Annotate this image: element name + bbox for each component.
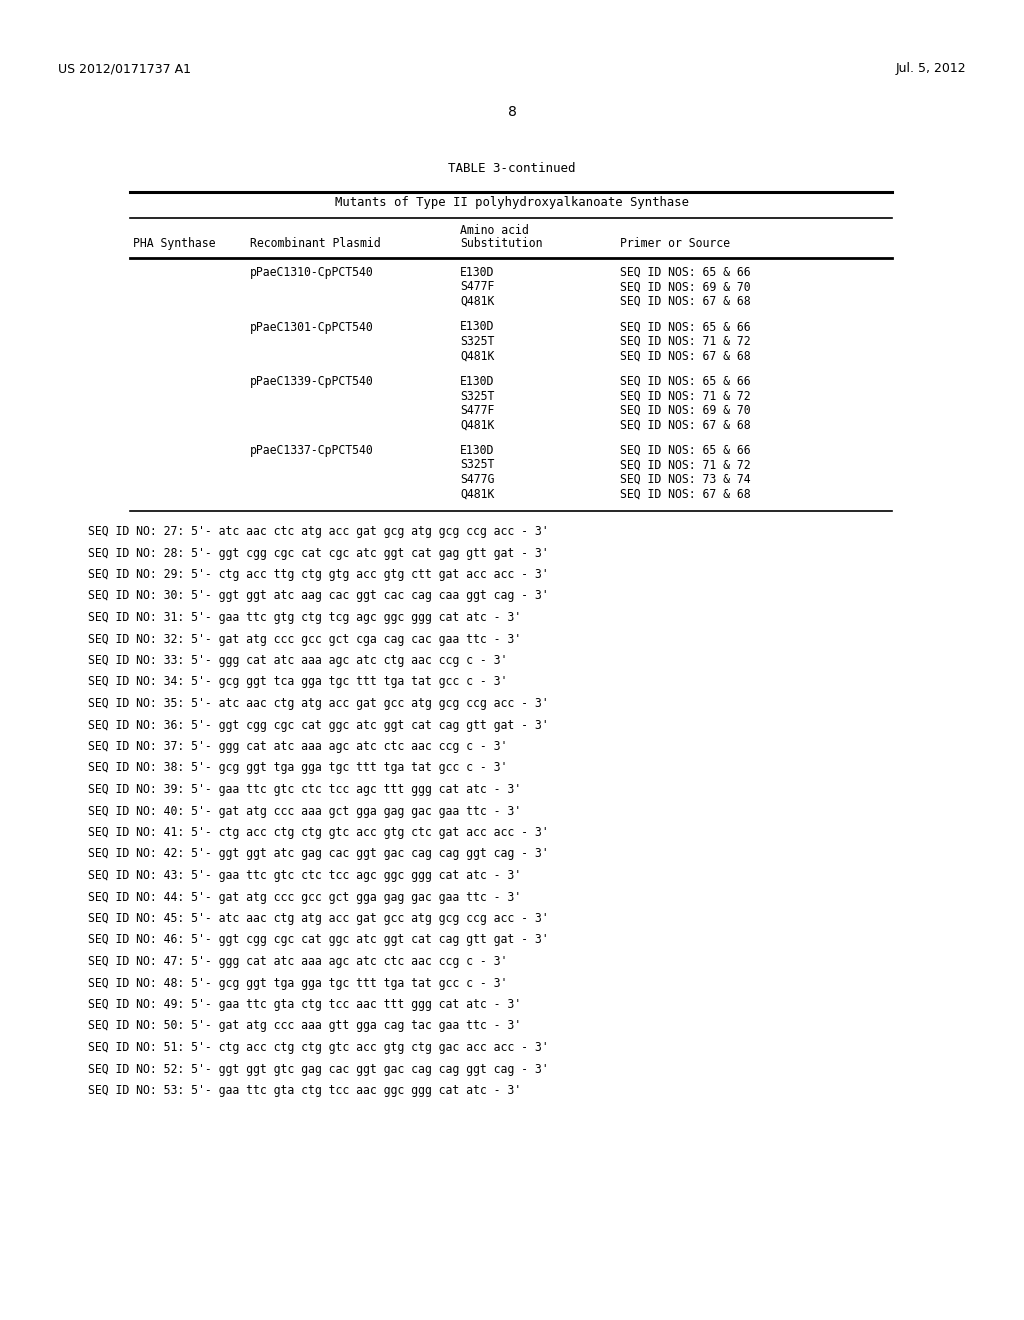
Text: SEQ ID NOS: 67 & 68: SEQ ID NOS: 67 & 68 — [620, 418, 751, 432]
Text: SEQ ID NO: 28: 5'- ggt cgg cgc cat cgc atc ggt cat gag gtt gat - 3': SEQ ID NO: 28: 5'- ggt cgg cgc cat cgc a… — [88, 546, 549, 560]
Text: SEQ ID NO: 33: 5'- ggg cat atc aaa agc atc ctg aac ccg c - 3': SEQ ID NO: 33: 5'- ggg cat atc aaa agc a… — [88, 653, 507, 667]
Text: E130D: E130D — [460, 267, 495, 279]
Text: SEQ ID NO: 31: 5'- gaa ttc gtg ctg tcg agc ggc ggg cat atc - 3': SEQ ID NO: 31: 5'- gaa ttc gtg ctg tcg a… — [88, 611, 521, 624]
Text: pPaeC1310-CpPCT540: pPaeC1310-CpPCT540 — [250, 267, 374, 279]
Text: SEQ ID NOS: 71 & 72: SEQ ID NOS: 71 & 72 — [620, 389, 751, 403]
Text: SEQ ID NOS: 65 & 66: SEQ ID NOS: 65 & 66 — [620, 321, 751, 334]
Text: SEQ ID NO: 39: 5'- gaa ttc gtc ctc tcc agc ttt ggg cat atc - 3': SEQ ID NO: 39: 5'- gaa ttc gtc ctc tcc a… — [88, 783, 521, 796]
Text: SEQ ID NO: 27: 5'- atc aac ctc atg acc gat gcg atg gcg ccg acc - 3': SEQ ID NO: 27: 5'- atc aac ctc atg acc g… — [88, 525, 549, 539]
Text: SEQ ID NO: 51: 5'- ctg acc ctg ctg gtc acc gtg ctg gac acc acc - 3': SEQ ID NO: 51: 5'- ctg acc ctg ctg gtc a… — [88, 1041, 549, 1053]
Text: E130D: E130D — [460, 321, 495, 334]
Text: Q481K: Q481K — [460, 294, 495, 308]
Text: pPaeC1301-CpPCT540: pPaeC1301-CpPCT540 — [250, 321, 374, 334]
Text: SEQ ID NO: 32: 5'- gat atg ccc gcc gct cga cag cac gaa ttc - 3': SEQ ID NO: 32: 5'- gat atg ccc gcc gct c… — [88, 632, 521, 645]
Text: SEQ ID NO: 48: 5'- gcg ggt tga gga tgc ttt tga tat gcc c - 3': SEQ ID NO: 48: 5'- gcg ggt tga gga tgc t… — [88, 977, 507, 990]
Text: 8: 8 — [508, 106, 516, 119]
Text: SEQ ID NOS: 71 & 72: SEQ ID NOS: 71 & 72 — [620, 458, 751, 471]
Text: E130D: E130D — [460, 375, 495, 388]
Text: SEQ ID NO: 45: 5'- atc aac ctg atg acc gat gcc atg gcg ccg acc - 3': SEQ ID NO: 45: 5'- atc aac ctg atg acc g… — [88, 912, 549, 925]
Text: pPaeC1339-CpPCT540: pPaeC1339-CpPCT540 — [250, 375, 374, 388]
Text: Q481K: Q481K — [460, 418, 495, 432]
Text: Substitution: Substitution — [460, 238, 543, 249]
Text: SEQ ID NO: 29: 5'- ctg acc ttg ctg gtg acc gtg ctt gat acc acc - 3': SEQ ID NO: 29: 5'- ctg acc ttg ctg gtg a… — [88, 568, 549, 581]
Text: S325T: S325T — [460, 335, 495, 348]
Text: S325T: S325T — [460, 458, 495, 471]
Text: SEQ ID NOS: 67 & 68: SEQ ID NOS: 67 & 68 — [620, 350, 751, 363]
Text: E130D: E130D — [460, 444, 495, 457]
Text: SEQ ID NO: 42: 5'- ggt ggt atc gag cac ggt gac cag cag ggt cag - 3': SEQ ID NO: 42: 5'- ggt ggt atc gag cac g… — [88, 847, 549, 861]
Text: Primer or Source: Primer or Source — [620, 238, 730, 249]
Text: SEQ ID NO: 47: 5'- ggg cat atc aaa agc atc ctc aac ccg c - 3': SEQ ID NO: 47: 5'- ggg cat atc aaa agc a… — [88, 954, 507, 968]
Text: Jul. 5, 2012: Jul. 5, 2012 — [895, 62, 966, 75]
Text: SEQ ID NOS: 65 & 66: SEQ ID NOS: 65 & 66 — [620, 375, 751, 388]
Text: PHA Synthase: PHA Synthase — [133, 238, 215, 249]
Text: US 2012/0171737 A1: US 2012/0171737 A1 — [58, 62, 191, 75]
Text: SEQ ID NO: 41: 5'- ctg acc ctg ctg gtc acc gtg ctc gat acc acc - 3': SEQ ID NO: 41: 5'- ctg acc ctg ctg gtc a… — [88, 826, 549, 840]
Text: SEQ ID NO: 53: 5'- gaa ttc gta ctg tcc aac ggc ggg cat atc - 3': SEQ ID NO: 53: 5'- gaa ttc gta ctg tcc a… — [88, 1084, 521, 1097]
Text: Recombinant Plasmid: Recombinant Plasmid — [250, 238, 381, 249]
Text: SEQ ID NO: 46: 5'- ggt cgg cgc cat ggc atc ggt cat cag gtt gat - 3': SEQ ID NO: 46: 5'- ggt cgg cgc cat ggc a… — [88, 933, 549, 946]
Text: SEQ ID NO: 36: 5'- ggt cgg cgc cat ggc atc ggt cat cag gtt gat - 3': SEQ ID NO: 36: 5'- ggt cgg cgc cat ggc a… — [88, 718, 549, 731]
Text: TABLE 3-continued: TABLE 3-continued — [449, 162, 575, 176]
Text: SEQ ID NO: 44: 5'- gat atg ccc gcc gct gga gag gac gaa ttc - 3': SEQ ID NO: 44: 5'- gat atg ccc gcc gct g… — [88, 891, 521, 903]
Text: SEQ ID NOS: 69 & 70: SEQ ID NOS: 69 & 70 — [620, 404, 751, 417]
Text: SEQ ID NO: 38: 5'- gcg ggt tga gga tgc ttt tga tat gcc c - 3': SEQ ID NO: 38: 5'- gcg ggt tga gga tgc t… — [88, 762, 507, 775]
Text: SEQ ID NO: 52: 5'- ggt ggt gtc gag cac ggt gac cag cag ggt cag - 3': SEQ ID NO: 52: 5'- ggt ggt gtc gag cac g… — [88, 1063, 549, 1076]
Text: Q481K: Q481K — [460, 487, 495, 500]
Text: Mutants of Type II polyhydroxyalkanoate Synthase: Mutants of Type II polyhydroxyalkanoate … — [335, 195, 689, 209]
Text: Amino acid: Amino acid — [460, 224, 528, 238]
Text: S477F: S477F — [460, 281, 495, 293]
Text: S325T: S325T — [460, 389, 495, 403]
Text: SEQ ID NOS: 69 & 70: SEQ ID NOS: 69 & 70 — [620, 281, 751, 293]
Text: S477G: S477G — [460, 473, 495, 486]
Text: pPaeC1337-CpPCT540: pPaeC1337-CpPCT540 — [250, 444, 374, 457]
Text: SEQ ID NO: 37: 5'- ggg cat atc aaa agc atc ctc aac ccg c - 3': SEQ ID NO: 37: 5'- ggg cat atc aaa agc a… — [88, 741, 507, 752]
Text: SEQ ID NOS: 67 & 68: SEQ ID NOS: 67 & 68 — [620, 487, 751, 500]
Text: SEQ ID NO: 50: 5'- gat atg ccc aaa gtt gga cag tac gaa ttc - 3': SEQ ID NO: 50: 5'- gat atg ccc aaa gtt g… — [88, 1019, 521, 1032]
Text: Q481K: Q481K — [460, 350, 495, 363]
Text: SEQ ID NOS: 65 & 66: SEQ ID NOS: 65 & 66 — [620, 267, 751, 279]
Text: SEQ ID NOS: 67 & 68: SEQ ID NOS: 67 & 68 — [620, 294, 751, 308]
Text: SEQ ID NO: 35: 5'- atc aac ctg atg acc gat gcc atg gcg ccg acc - 3': SEQ ID NO: 35: 5'- atc aac ctg atg acc g… — [88, 697, 549, 710]
Text: SEQ ID NOS: 73 & 74: SEQ ID NOS: 73 & 74 — [620, 473, 751, 486]
Text: SEQ ID NO: 30: 5'- ggt ggt atc aag cac ggt cac cag caa ggt cag - 3': SEQ ID NO: 30: 5'- ggt ggt atc aag cac g… — [88, 590, 549, 602]
Text: SEQ ID NOS: 65 & 66: SEQ ID NOS: 65 & 66 — [620, 444, 751, 457]
Text: SEQ ID NO: 34: 5'- gcg ggt tca gga tgc ttt tga tat gcc c - 3': SEQ ID NO: 34: 5'- gcg ggt tca gga tgc t… — [88, 676, 507, 689]
Text: SEQ ID NO: 40: 5'- gat atg ccc aaa gct gga gag gac gaa ttc - 3': SEQ ID NO: 40: 5'- gat atg ccc aaa gct g… — [88, 804, 521, 817]
Text: SEQ ID NO: 43: 5'- gaa ttc gtc ctc tcc agc ggc ggg cat atc - 3': SEQ ID NO: 43: 5'- gaa ttc gtc ctc tcc a… — [88, 869, 521, 882]
Text: SEQ ID NO: 49: 5'- gaa ttc gta ctg tcc aac ttt ggg cat atc - 3': SEQ ID NO: 49: 5'- gaa ttc gta ctg tcc a… — [88, 998, 521, 1011]
Text: SEQ ID NOS: 71 & 72: SEQ ID NOS: 71 & 72 — [620, 335, 751, 348]
Text: S477F: S477F — [460, 404, 495, 417]
